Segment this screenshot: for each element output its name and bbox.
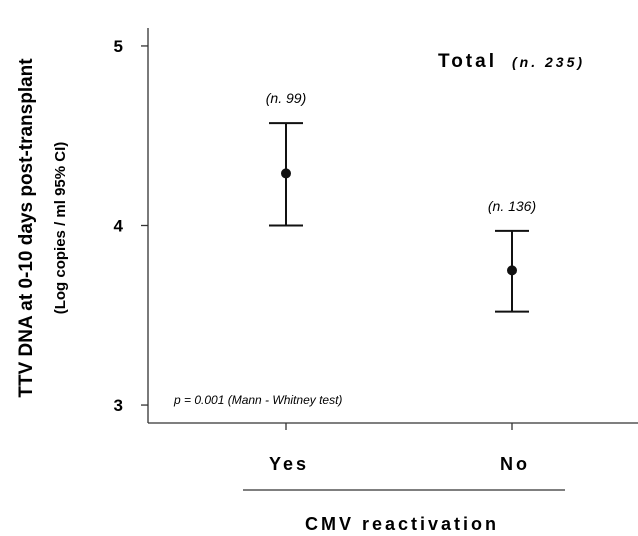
y-axis-title: TTV DNA at 0-10 days post-transplant (Lo… xyxy=(16,58,69,398)
x-category-label: No xyxy=(500,454,530,474)
x-ticks: Yes No xyxy=(269,423,530,474)
total-label: Total xyxy=(438,51,497,72)
y-axis-sublabel: (Log copies / ml 95% CI) xyxy=(52,142,69,315)
x-category-label: Yes xyxy=(269,454,309,474)
x-axis-title: CMV reactivation xyxy=(305,514,499,534)
data-marks: (n. 99) (n. 136) xyxy=(266,90,536,313)
y-tick-label: 3 xyxy=(114,396,123,415)
mean-point xyxy=(507,265,517,276)
sample-size-label: (n. 99) xyxy=(266,90,306,106)
y-ticks: 3 4 5 xyxy=(114,37,148,415)
p-value-annotation: p = 0.001 (Mann - Whitney test) xyxy=(173,393,342,407)
y-axis-label: TTV DNA at 0-10 days post-transplant xyxy=(16,58,37,398)
total-n-label: (n. 235) xyxy=(512,54,585,70)
sample-size-label: (n. 136) xyxy=(488,198,536,214)
mean-point xyxy=(281,168,291,179)
y-tick-label: 5 xyxy=(114,37,123,56)
y-tick-label: 4 xyxy=(114,217,124,236)
